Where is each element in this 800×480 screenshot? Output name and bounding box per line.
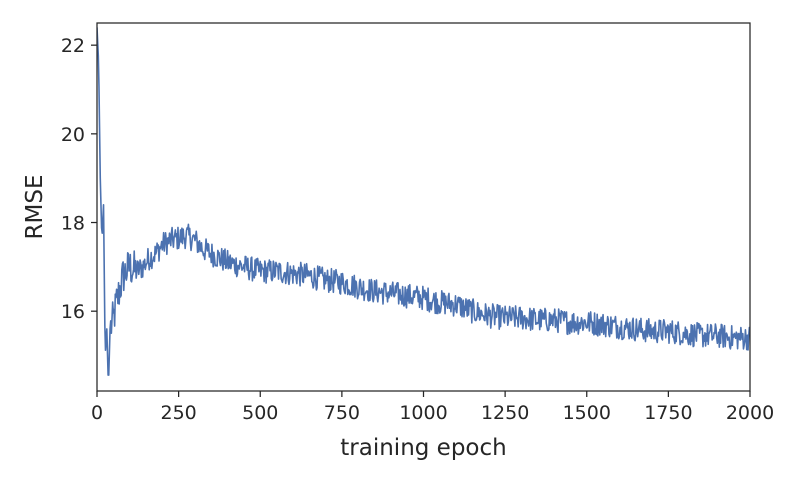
y-tick-label: 18 [61, 213, 85, 235]
x-tick-label: 0 [91, 402, 103, 424]
y-axis-label: RMSE [22, 175, 48, 240]
x-tick-label: 2000 [726, 402, 774, 424]
x-tick-label: 1000 [399, 402, 447, 424]
x-tick-label: 1750 [644, 402, 692, 424]
x-tick-label: 750 [324, 402, 360, 424]
x-tick-label: 500 [242, 402, 278, 424]
x-tick-label: 1250 [481, 402, 529, 424]
rmse-series-line [97, 27, 750, 376]
x-tick-label: 250 [160, 402, 196, 424]
y-tick-label: 16 [61, 301, 85, 323]
y-tick-label: 20 [61, 124, 85, 146]
y-tick-label: 22 [61, 35, 85, 57]
x-tick-label: 1500 [563, 402, 611, 424]
x-axis-label: training epoch [340, 435, 506, 461]
